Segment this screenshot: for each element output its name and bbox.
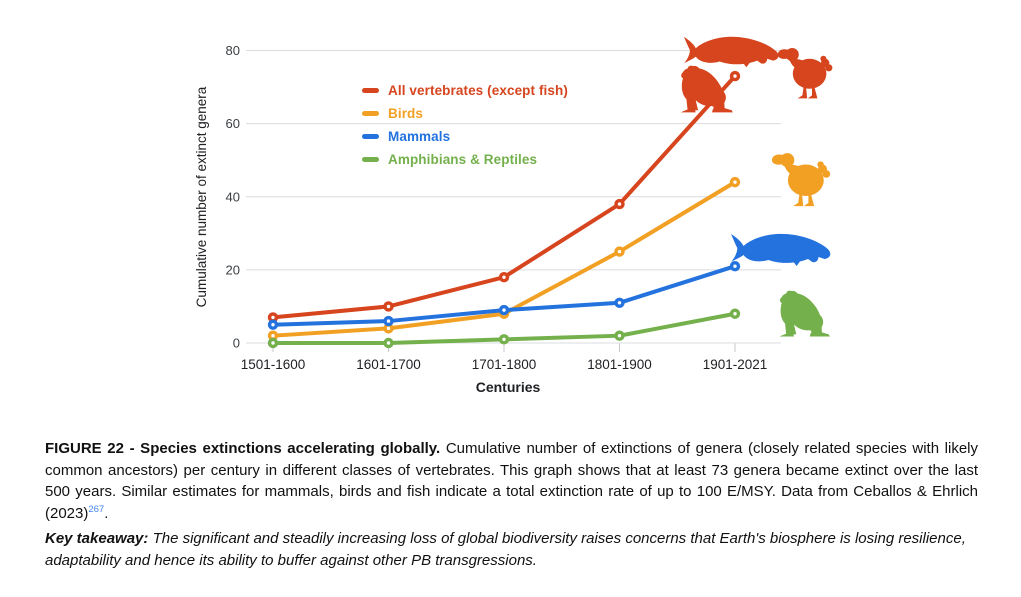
- data-point-marker-center: [386, 326, 391, 331]
- y-tick-label: 80: [226, 43, 240, 58]
- manatee-icon: [683, 36, 779, 68]
- frog-icon: [779, 290, 830, 337]
- legend-label: All vertebrates (except fish): [388, 82, 568, 98]
- legend-swatch-icon: [362, 110, 379, 116]
- legend-item: All vertebrates (except fish): [362, 81, 568, 99]
- legend-label: Birds: [388, 105, 424, 121]
- key-takeaway-label: Key takeaway:: [45, 530, 149, 547]
- data-point-marker-center: [386, 304, 391, 309]
- legend-swatch-icon: [362, 156, 379, 162]
- key-takeaway-text: The significant and steadily increasing …: [45, 530, 966, 569]
- x-tick-label: 1501-1600: [241, 357, 306, 372]
- data-point-marker-center: [733, 312, 737, 316]
- legend-item: Birds: [362, 104, 568, 122]
- x-tick-label: 1801-1900: [587, 357, 652, 372]
- manatee-icon: [731, 233, 831, 266]
- data-point-marker-center: [271, 341, 275, 345]
- chart-legend: All vertebrates (except fish) Birds Mammal…: [362, 81, 568, 168]
- data-point-marker-center: [617, 301, 622, 305]
- data-point-marker-center: [386, 341, 391, 345]
- legend-label: Mammals: [388, 128, 451, 144]
- figure-caption-period: .: [104, 504, 109, 522]
- y-tick-label: 40: [226, 189, 240, 204]
- figure-caption-title: FIGURE 22 - Species extinctions accelera…: [45, 440, 441, 457]
- x-tick-label: 1601-1700: [356, 357, 421, 372]
- x-tick-label: 1901-2021: [703, 357, 768, 372]
- data-point-marker-center: [617, 249, 622, 254]
- legend-label: Amphibians & Reptiles: [388, 151, 538, 167]
- legend-item: Mammals: [362, 127, 568, 145]
- data-point-marker-center: [733, 74, 737, 78]
- figure-caption-body: Cumulative number of extinctions of gene…: [45, 440, 979, 500]
- y-tick-label: 20: [226, 262, 240, 277]
- figure-caption: FIGURE 22 - Species extinctions accelera…: [45, 438, 978, 524]
- y-tick-label: 60: [226, 116, 240, 131]
- data-point-marker-center: [502, 308, 506, 312]
- x-tick-label: 1701-1800: [472, 357, 537, 372]
- y-tick-label: 0: [233, 336, 240, 351]
- extinctions-line-chart: 0 20 40 60 80 1501-1600 1601-1700 1701-1800 1801…: [194, 36, 833, 395]
- data-point-marker-center: [733, 264, 737, 268]
- data-point-marker-center: [271, 323, 275, 327]
- data-point-marker-center: [617, 202, 622, 206]
- data-point-marker-center: [502, 275, 506, 279]
- y-axis-title: Cumulative number of extinct genera: [194, 86, 209, 307]
- data-point-marker-center: [271, 315, 275, 320]
- legend-swatch-icon: [362, 133, 379, 139]
- figure-chart-area: 0 20 40 60 80 1501-1600 1601-1700 1701-1800 1801…: [194, 36, 833, 395]
- data-point-marker-center: [733, 180, 737, 184]
- dodo-icon: [771, 153, 831, 207]
- key-takeaway: Key takeaway: The significant and steadi…: [45, 528, 978, 571]
- silhouettes-layer: [680, 36, 833, 337]
- data-point-marker-center: [502, 337, 506, 342]
- data-point-marker-center: [386, 319, 391, 323]
- x-axis-title: Centuries: [476, 379, 541, 395]
- data-point-marker-center: [271, 333, 275, 338]
- figure-caption-source: Data from Ceballos & Ehrlich (2023): [45, 483, 978, 522]
- dodo-icon: [777, 48, 833, 99]
- reference-link[interactable]: 267: [88, 503, 105, 515]
- legend-swatch-icon: [362, 87, 379, 93]
- data-point-marker-center: [617, 333, 622, 338]
- legend-item: Amphibians & Reptiles: [362, 150, 568, 168]
